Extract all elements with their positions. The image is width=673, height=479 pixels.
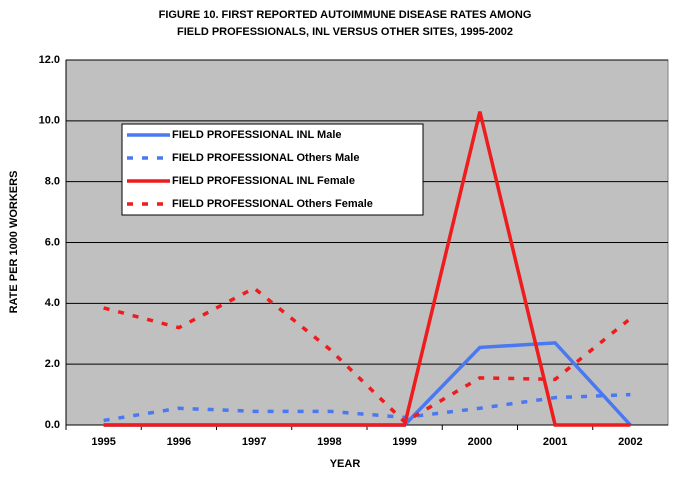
chart-title: FIGURE 10. FIRST REPORTED AUTOIMMUNE DIS…: [159, 9, 532, 21]
legend-label: FIELD PROFESSIONAL INL Female: [172, 175, 355, 187]
x-tick-label: 1998: [317, 436, 341, 448]
chart-title: FIELD PROFESSIONALS, INL VERSUS OTHER SI…: [177, 26, 513, 38]
x-tick-label: 2000: [468, 436, 492, 448]
y-tick-label: 6.0: [45, 236, 60, 248]
legend: [121, 123, 424, 216]
y-tick-label: 8.0: [45, 176, 60, 188]
x-tick-label: 2002: [618, 436, 642, 448]
y-tick-label: 2.0: [45, 358, 60, 370]
x-tick-label: 1997: [242, 436, 266, 448]
series-line: [103, 111, 631, 427]
series-line: [103, 286, 632, 425]
y-tick-label: 0.0: [45, 419, 60, 431]
x-tick-label: 1995: [91, 436, 115, 448]
legend-label: FIELD PROFESSIONAL Others Male: [172, 152, 359, 164]
x-tick-label: 1996: [167, 436, 191, 448]
y-tick-label: 10.0: [39, 115, 60, 127]
legend-label: FIELD PROFESSIONAL INL Male: [172, 129, 342, 141]
legend-label: FIELD PROFESSIONAL Others Female: [172, 198, 373, 210]
y-axis-label: RATE PER 1000 WORKERS: [8, 171, 20, 314]
y-tick-label: 4.0: [45, 297, 60, 309]
x-axis-label: YEAR: [330, 458, 361, 470]
x-tick-label: 2001: [543, 436, 567, 448]
y-tick-label: 12.0: [39, 54, 60, 66]
x-tick-label: 1999: [392, 436, 416, 448]
